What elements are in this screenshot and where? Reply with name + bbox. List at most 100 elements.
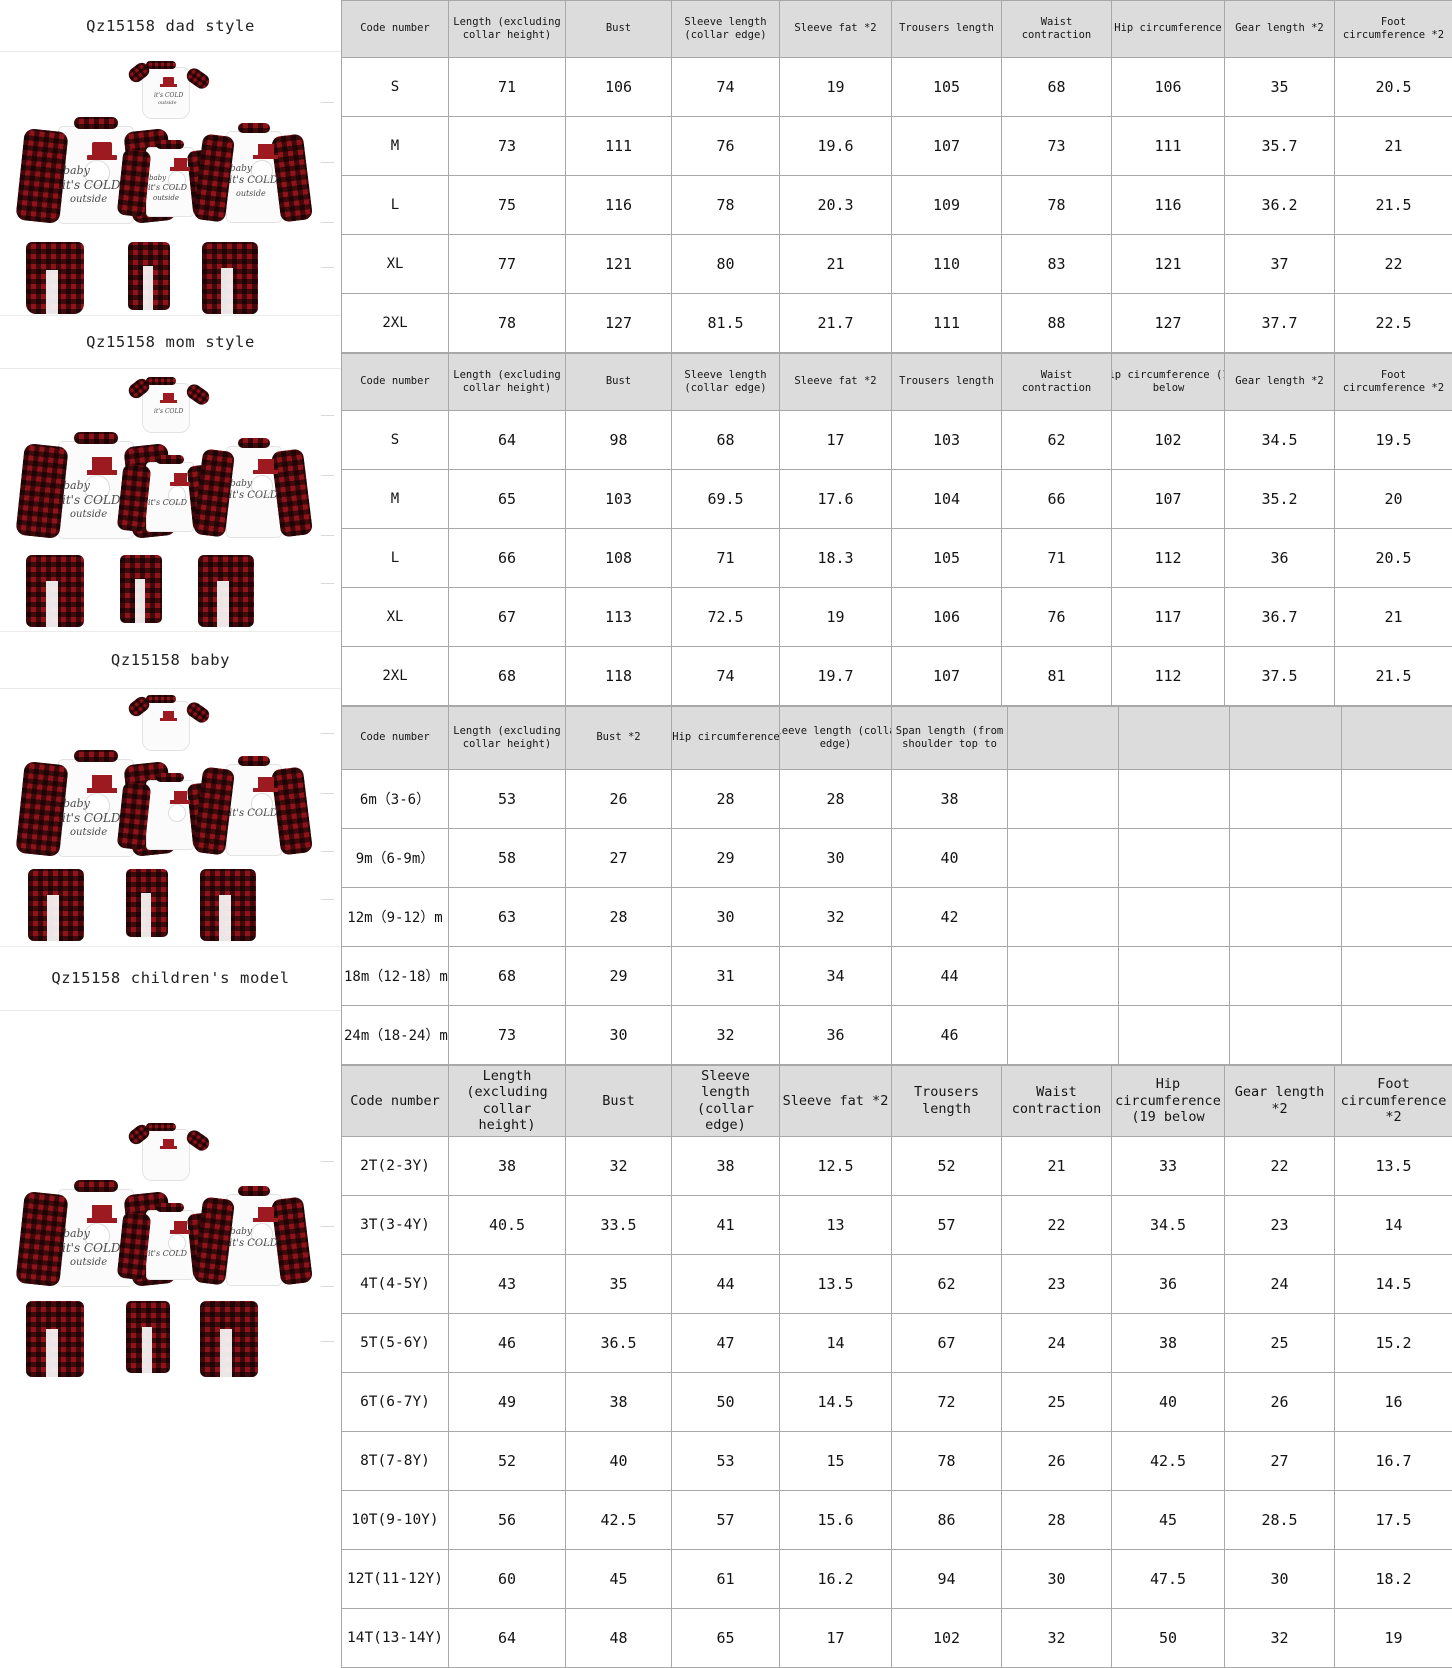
cell-size-code: M <box>342 117 449 176</box>
cell-trousers-length: 111 <box>892 294 1002 353</box>
cell-sleeve-fat: 15 <box>780 1431 892 1490</box>
cell-gear-length: 27 <box>1225 1431 1335 1490</box>
cell-foot-circumference: 13.5 <box>1335 1136 1452 1195</box>
col-header-length: Length (excluding collar height) <box>449 354 566 411</box>
cell-waist-contraction: 68 <box>1002 58 1112 117</box>
col-header-hip-circumference: Hip circumference <box>1112 1 1225 58</box>
cell-waist-contraction: 23 <box>1002 1254 1112 1313</box>
cell-sleeve-length: 57 <box>672 1490 780 1549</box>
cell-gear-length: 35.7 <box>1225 117 1335 176</box>
table-header-row: Code number Length (excluding collar hei… <box>342 707 1452 770</box>
table-row: 2T(2-3Y) 38 32 38 12.5 52 21 33 22 13.5 <box>342 1136 1452 1195</box>
col-header-bust: Bust <box>566 1066 672 1137</box>
cell-hip-circumference: 33 <box>1112 1136 1225 1195</box>
col-header-bust: Bust *2 <box>566 707 672 770</box>
cell-gear-length: 37.7 <box>1225 294 1335 353</box>
cell-waist-contraction: 62 <box>1002 411 1112 470</box>
cell-trousers-length: 78 <box>892 1431 1002 1490</box>
cell-hip-circumference: 112 <box>1112 529 1225 588</box>
cell-sleeve-fat: 19 <box>780 58 892 117</box>
cell-length: 67 <box>449 588 566 647</box>
col-header-length: Length (excluding collar height) <box>449 707 566 770</box>
size-table-dad: Code number Length (excluding collar hei… <box>341 0 1452 353</box>
table-row: 12m（9-12）m 63 28 30 32 42 <box>342 888 1452 947</box>
cell-waist-contraction: 76 <box>1002 588 1112 647</box>
cell-empty <box>1230 947 1342 1006</box>
cell-hip-circumference: 47.5 <box>1112 1549 1225 1608</box>
cell-sleeve-fat: 16.2 <box>780 1549 892 1608</box>
cell-foot-circumference: 18.2 <box>1335 1549 1452 1608</box>
cell-empty <box>1119 770 1230 829</box>
cell-bust: 36.5 <box>566 1313 672 1372</box>
cell-span-length: 40 <box>892 829 1008 888</box>
cell-length: 78 <box>449 294 566 353</box>
pajama-baby-top <box>128 693 210 755</box>
cell-hip-circumference: 45 <box>1112 1490 1225 1549</box>
cell-hip-circumference: 34.5 <box>1112 1195 1225 1254</box>
cell-size-code: 12m（9-12）m <box>342 888 449 947</box>
pajama-mom-top: baby it's COLD outside <box>198 120 308 225</box>
cell-sleeve-fat: 18.3 <box>780 529 892 588</box>
product-image-mom: it's COLD baby it's COLD outside <box>0 369 341 632</box>
cell-sleeve-length: 80 <box>672 235 780 294</box>
cell-trousers-length: 109 <box>892 176 1002 235</box>
cell-bust: 111 <box>566 117 672 176</box>
cell-bust: 27 <box>566 829 672 888</box>
cell-bust: 98 <box>566 411 672 470</box>
col-header-sleeve-fat: Sleeve fat *2 <box>780 1 892 58</box>
cell-length: 68 <box>449 647 566 706</box>
cell-foot-circumference: 21.5 <box>1335 647 1452 706</box>
col-header-sleeve-length: Sleeve length (collar edge) <box>780 707 892 770</box>
cell-trousers-length: 57 <box>892 1195 1002 1254</box>
cell-foot-circumference: 14 <box>1335 1195 1452 1254</box>
table-row: 5T(5-6Y) 46 36.5 47 14 67 24 38 25 15.2 <box>342 1313 1452 1372</box>
cell-empty <box>1230 770 1342 829</box>
cell-sleeve-length: 65 <box>672 1608 780 1667</box>
cell-hip-circumference: 32 <box>672 1006 780 1065</box>
col-header-hip-circumference: Hip circumference (19 below <box>1112 1066 1225 1137</box>
cell-gear-length: 35.2 <box>1225 470 1335 529</box>
cell-size-code: S <box>342 58 449 117</box>
col-header-sleeve-fat: Sleeve fat *2 <box>780 354 892 411</box>
cell-trousers-length: 106 <box>892 588 1002 647</box>
cell-trousers-length: 67 <box>892 1313 1002 1372</box>
cell-sleeve-length: 47 <box>672 1313 780 1372</box>
cell-length: 38 <box>449 1136 566 1195</box>
cell-sleeve-length: 78 <box>672 176 780 235</box>
cell-bust: 32 <box>566 1136 672 1195</box>
col-header-gear-length: Gear length *2 <box>1225 1 1335 58</box>
col-header-trousers-length: Trousers length <box>892 1 1002 58</box>
cell-hip-circumference: 116 <box>1112 176 1225 235</box>
cell-sleeve-fat: 17.6 <box>780 470 892 529</box>
cell-bust: 29 <box>566 947 672 1006</box>
cell-waist-contraction: 30 <box>1002 1549 1112 1608</box>
cell-foot-circumference: 22 <box>1335 235 1452 294</box>
cell-foot-circumference: 21 <box>1335 588 1452 647</box>
cell-length: 77 <box>449 235 566 294</box>
cell-bust: 30 <box>566 1006 672 1065</box>
cell-length: 40.5 <box>449 1195 566 1254</box>
cell-foot-circumference: 16.7 <box>1335 1431 1452 1490</box>
cell-trousers-length: 110 <box>892 235 1002 294</box>
table-row: 12T(11-12Y) 60 45 61 16.2 94 30 47.5 30 … <box>342 1549 1452 1608</box>
cell-size-code: 14T(13-14Y) <box>342 1608 449 1667</box>
cell-sleeve-length: 72.5 <box>672 588 780 647</box>
col-header-sleeve-length: Sleeve length (collar edge) <box>672 354 780 411</box>
cell-foot-circumference: 20 <box>1335 470 1452 529</box>
cell-foot-circumference: 19.5 <box>1335 411 1452 470</box>
cell-sleeve-length: 50 <box>672 1372 780 1431</box>
cell-trousers-length: 72 <box>892 1372 1002 1431</box>
cell-sleeve-fat: 19 <box>780 588 892 647</box>
cell-bust: 48 <box>566 1608 672 1667</box>
cell-size-code: 3T(3-4Y) <box>342 1195 449 1254</box>
cell-waist-contraction: 21 <box>1002 1136 1112 1195</box>
col-header-empty <box>1119 707 1230 770</box>
cell-trousers-length: 102 <box>892 1608 1002 1667</box>
product-image-baby: baby it's COLD outside <box>0 689 341 948</box>
cell-waist-contraction: 28 <box>1002 1490 1112 1549</box>
cell-gear-length: 30 <box>1225 1549 1335 1608</box>
size-table-baby: Code number Length (excluding collar hei… <box>341 706 1452 1065</box>
cell-sleeve-fat: 15.6 <box>780 1490 892 1549</box>
cell-hip-circumference: 106 <box>1112 58 1225 117</box>
cell-waist-contraction: 78 <box>1002 176 1112 235</box>
